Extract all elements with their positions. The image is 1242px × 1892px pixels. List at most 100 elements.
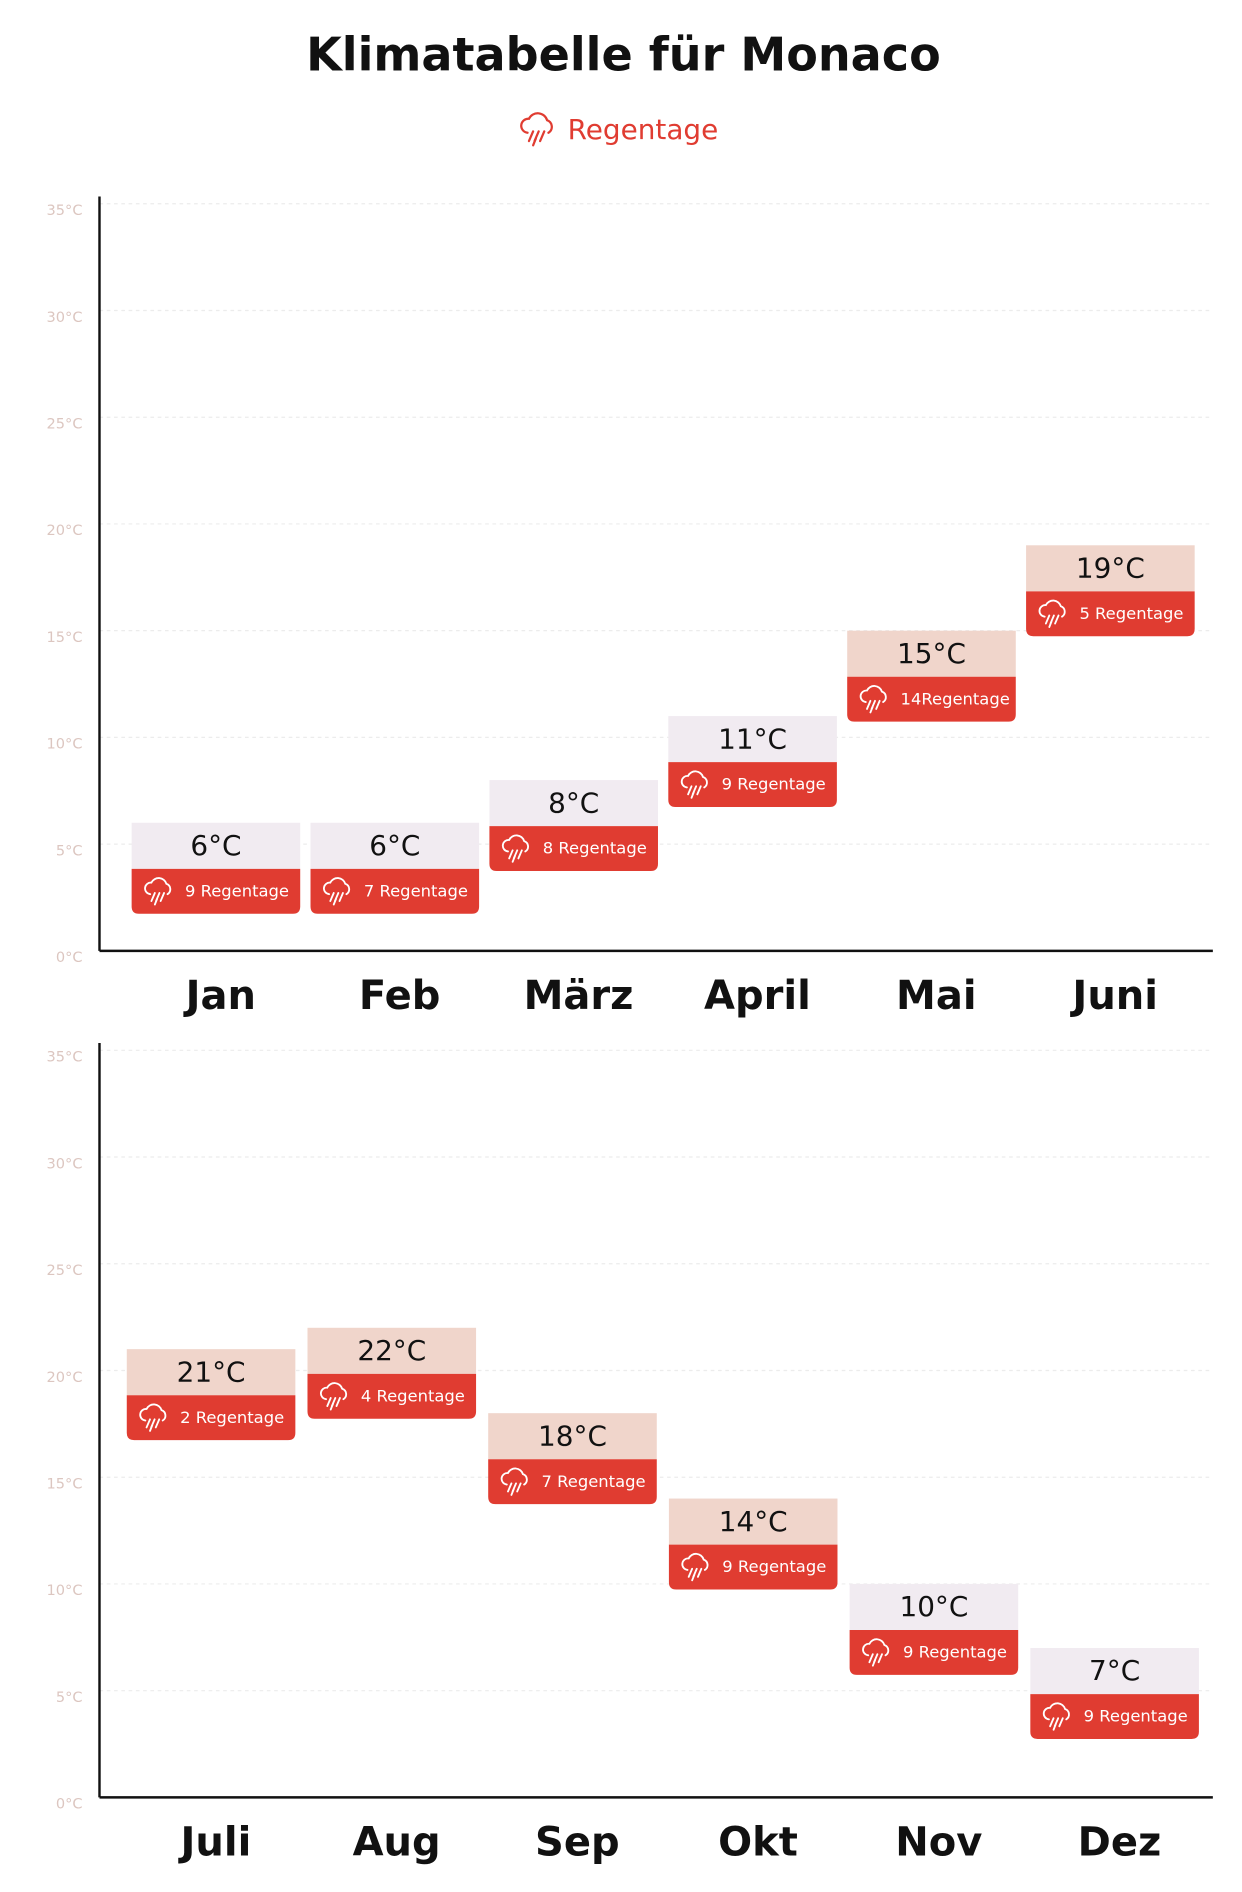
rain-box — [488, 1459, 657, 1505]
icon-drops — [326, 1397, 341, 1411]
rain-box — [847, 676, 1016, 722]
rain-icon — [139, 1403, 167, 1432]
icon-drops — [1044, 614, 1060, 628]
x-tick-label: März — [524, 973, 634, 1019]
temperature-box — [668, 716, 837, 763]
temperature-label: 8°C — [548, 786, 599, 819]
rain-box — [668, 1544, 838, 1590]
rain-box — [1030, 1694, 1199, 1739]
rain-icon — [1038, 599, 1066, 628]
temperature-label: 6°C — [369, 829, 420, 862]
icon-cloud — [859, 685, 887, 703]
icon-drops — [1049, 1717, 1064, 1731]
icon-drops — [508, 849, 523, 863]
rain-icon — [501, 834, 529, 863]
y-tick-label: 0°C — [56, 949, 83, 966]
rain-label: 7 Regentage — [542, 1472, 646, 1491]
rain-icon — [1042, 1702, 1070, 1731]
temperature-box — [1026, 545, 1195, 592]
x-tick-label: April — [704, 973, 811, 1019]
icon-cloud — [323, 877, 351, 896]
temperature-box — [1030, 1647, 1199, 1695]
icon-drops — [687, 785, 702, 799]
icon-drops — [329, 892, 344, 906]
icon-cloud — [319, 1382, 348, 1401]
temperature-box — [307, 1327, 477, 1374]
rain-icon — [859, 685, 887, 714]
y-tick-label: 20°C — [47, 1369, 83, 1386]
y-tick-label: 5°C — [56, 842, 83, 859]
y-tick-label: 35°C — [47, 202, 83, 219]
rain-label: 4 Regentage — [361, 1386, 465, 1405]
temperature-box — [488, 1413, 657, 1460]
rain-box — [1026, 591, 1195, 637]
temperature-label: 15°C — [897, 637, 966, 670]
rain-label: 9 Regentage — [903, 1643, 1007, 1662]
rain-label: 8 Regentage — [543, 839, 647, 858]
x-tick-label: Juli — [178, 1820, 252, 1866]
y-tick-label: 35°C — [47, 1049, 83, 1066]
rain-label: 7 Regentage — [364, 881, 468, 900]
x-tick-label: Sep — [535, 1820, 620, 1866]
rain-box — [310, 868, 480, 914]
rain-icon — [680, 770, 708, 799]
rain-label: 9 Regentage — [1084, 1707, 1188, 1726]
icon-cloud — [862, 1638, 890, 1657]
icon-drops — [507, 1482, 522, 1496]
rain-icon — [520, 112, 553, 147]
icon-cloud — [681, 1552, 709, 1571]
x-tick-label: Mai — [896, 973, 977, 1019]
rain-icon — [681, 1552, 709, 1582]
y-tick-label: 20°C — [47, 522, 83, 539]
temperature-box — [126, 1349, 296, 1396]
x-tick-label: Jan — [183, 973, 256, 1019]
icon-drops — [868, 1653, 883, 1667]
temperature-label: 14°C — [719, 1505, 788, 1538]
y-tick-label: 0°C — [56, 1796, 83, 1813]
rain-icon — [144, 877, 172, 906]
y-tick-label: 30°C — [47, 1155, 83, 1172]
temperature-label: 22°C — [357, 1334, 426, 1367]
icon-drops — [150, 892, 165, 906]
icon-cloud — [1038, 599, 1066, 618]
rain-icon — [319, 1382, 348, 1411]
rain-label: 9 Regentage — [722, 1557, 826, 1576]
y-tick-label: 10°C — [47, 736, 83, 753]
temperature-label: 21°C — [177, 1355, 246, 1388]
icon-cloud — [139, 1403, 167, 1422]
temperature-box — [668, 1498, 838, 1545]
rain-box — [849, 1630, 1019, 1675]
temperature-label: 18°C — [538, 1419, 607, 1452]
temperature-label: 7°C — [1089, 1654, 1140, 1687]
icon-cloud — [1042, 1702, 1070, 1721]
rain-box — [131, 868, 301, 914]
chart-title: Klimatabelle für Monaco — [306, 28, 941, 82]
icon-cloud — [500, 1467, 528, 1486]
icon-drops — [527, 130, 546, 147]
icon-cloud — [144, 877, 172, 896]
temperature-box — [131, 822, 301, 869]
x-tick-label: Nov — [895, 1820, 982, 1866]
x-tick-label: Juni — [1069, 973, 1158, 1019]
x-tick-label: Feb — [359, 973, 441, 1019]
rain-label: 5 Regentage — [1079, 604, 1183, 623]
temperature-label: 6°C — [190, 829, 241, 862]
rain-label: 9 Regentage — [722, 775, 826, 794]
icon-cloud — [501, 834, 529, 853]
temperature-box — [310, 822, 480, 869]
rain-box — [126, 1395, 296, 1441]
x-tick-label: Aug — [353, 1820, 441, 1866]
y-tick-label: 10°C — [47, 1582, 83, 1599]
y-tick-label: 25°C — [47, 415, 83, 432]
icon-cloud — [680, 770, 708, 789]
rain-box — [668, 762, 837, 808]
temperature-box — [849, 1583, 1019, 1631]
temperature-label: 10°C — [899, 1590, 968, 1623]
rain-icon — [500, 1467, 528, 1496]
y-tick-label: 25°C — [47, 1262, 83, 1279]
temperature-box — [489, 780, 658, 827]
rain-box — [489, 826, 658, 872]
